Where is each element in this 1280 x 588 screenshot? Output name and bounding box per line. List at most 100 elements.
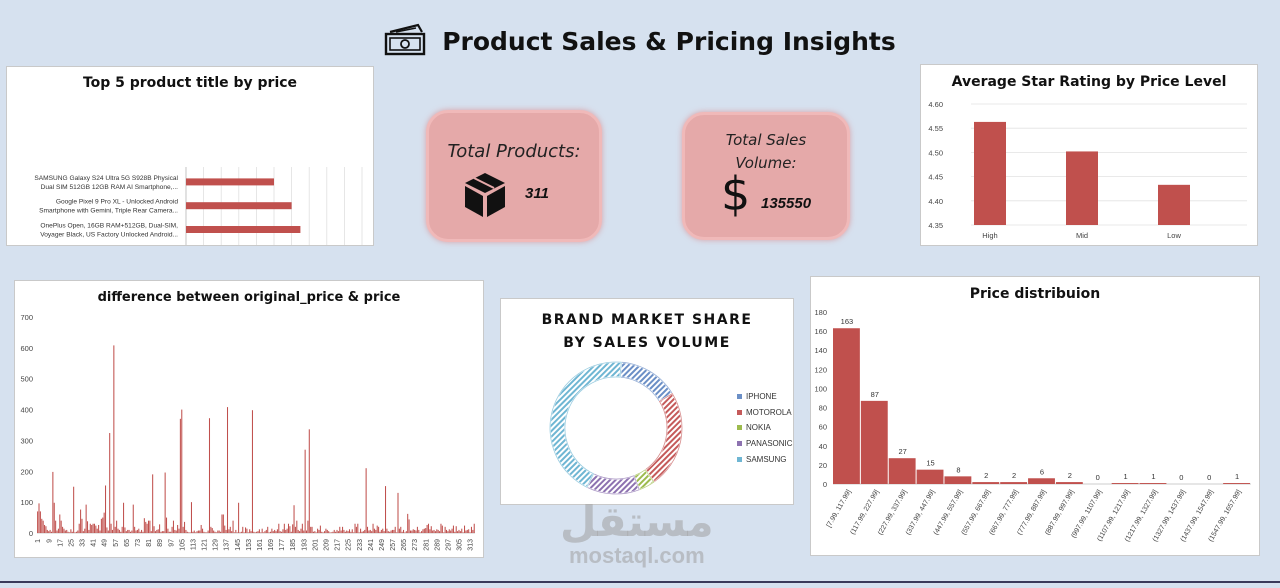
bar bbox=[340, 530, 342, 533]
bar bbox=[425, 528, 427, 533]
bar bbox=[469, 532, 471, 533]
y-tick-label: 500 bbox=[20, 375, 33, 384]
bar bbox=[386, 528, 388, 533]
bar bbox=[257, 531, 259, 533]
bar bbox=[408, 519, 410, 533]
bar bbox=[160, 531, 162, 533]
legend-item: PANASONIC bbox=[737, 439, 793, 448]
bar bbox=[232, 520, 234, 533]
x-tick-label: (337.99, 447.99] bbox=[905, 489, 937, 537]
bar bbox=[348, 529, 351, 533]
bar bbox=[312, 531, 314, 533]
bar bbox=[120, 531, 122, 533]
y-tick-label: 4.45 bbox=[928, 173, 943, 182]
bar bbox=[282, 529, 284, 533]
bar bbox=[1111, 483, 1139, 484]
bar bbox=[361, 531, 363, 533]
rating-chart: 4.35 4.40 4.45 4.50 4.55 4.60 High Mid Low bbox=[928, 100, 1247, 240]
bar bbox=[196, 531, 198, 533]
y-tick-label: 0 bbox=[29, 529, 33, 538]
bar bbox=[235, 529, 237, 533]
x-tick-label: Low bbox=[1167, 231, 1181, 240]
bar bbox=[333, 529, 335, 533]
bar bbox=[161, 531, 163, 533]
bar bbox=[445, 529, 448, 533]
bar bbox=[217, 530, 219, 533]
legend-item: NOKIA bbox=[737, 423, 771, 432]
legend-label: IPHONE bbox=[746, 392, 777, 401]
bar bbox=[409, 530, 411, 533]
x-tick-label: 225 bbox=[346, 539, 353, 551]
bar bbox=[73, 486, 75, 533]
y-tick-label: 100 bbox=[20, 498, 33, 507]
page-title: Product Sales & Pricing Insights bbox=[442, 27, 896, 56]
x-tick-label: (447.99, 557.99] bbox=[933, 489, 965, 537]
data-label: 27 bbox=[898, 447, 906, 456]
bar bbox=[77, 530, 79, 533]
bar bbox=[231, 531, 233, 533]
bar bbox=[465, 530, 467, 533]
bar bbox=[944, 476, 972, 484]
x-tick-label: 281 bbox=[423, 539, 430, 551]
legend-swatch bbox=[737, 441, 742, 447]
y-tick-label: 160 bbox=[814, 327, 827, 336]
y-tick-label: Dual SIM 512GB 12GB RAM AI Smartphone,..… bbox=[41, 184, 179, 191]
bar bbox=[202, 528, 204, 533]
bar bbox=[110, 523, 112, 533]
bar bbox=[289, 526, 291, 533]
bar bbox=[184, 521, 186, 533]
bar bbox=[145, 521, 147, 533]
bar bbox=[294, 526, 296, 533]
bar bbox=[278, 523, 280, 533]
legend-swatch bbox=[737, 394, 742, 399]
bar bbox=[318, 529, 320, 533]
bar bbox=[414, 529, 416, 533]
bar bbox=[263, 532, 265, 533]
bar bbox=[389, 531, 391, 533]
bar bbox=[52, 471, 54, 533]
bar bbox=[163, 531, 165, 533]
legend-label: SAMSUNG bbox=[746, 454, 787, 464]
bar bbox=[240, 531, 242, 533]
x-tick-label: 81 bbox=[146, 539, 153, 547]
bar bbox=[286, 528, 288, 533]
x-tick-label: (1547.99, 1657.99] bbox=[1208, 489, 1243, 543]
bar bbox=[310, 526, 312, 533]
bar bbox=[152, 474, 154, 533]
bar bbox=[385, 486, 387, 533]
bar bbox=[368, 530, 370, 533]
bar bbox=[325, 528, 327, 533]
y-tick-label: 300 bbox=[20, 436, 33, 445]
bar bbox=[401, 531, 403, 533]
bar bbox=[285, 529, 287, 533]
bar bbox=[127, 529, 129, 533]
bar bbox=[109, 433, 111, 533]
bar bbox=[429, 529, 431, 533]
bar bbox=[350, 531, 352, 533]
bar bbox=[329, 532, 331, 533]
bar bbox=[396, 532, 398, 533]
x-tick-label: 113 bbox=[190, 539, 197, 550]
bar bbox=[78, 523, 80, 533]
bar bbox=[391, 529, 393, 533]
bar bbox=[415, 530, 417, 533]
bar bbox=[470, 526, 472, 533]
bar bbox=[379, 531, 381, 533]
x-tick-label: 257 bbox=[390, 539, 397, 551]
bar bbox=[452, 525, 454, 533]
bar bbox=[143, 518, 145, 533]
bar bbox=[450, 530, 452, 533]
bar bbox=[332, 531, 334, 533]
bar bbox=[80, 509, 82, 533]
bar bbox=[242, 526, 244, 533]
bar bbox=[70, 529, 72, 533]
bar bbox=[188, 532, 190, 533]
bar bbox=[321, 531, 323, 533]
data-label: 8 bbox=[956, 465, 960, 474]
bar bbox=[403, 529, 405, 533]
bar bbox=[156, 529, 158, 533]
legend-item: SAMSUNG bbox=[737, 455, 786, 464]
y-tick-label: SAMSUNG Galaxy S24 Ultra 5G S928B Physic… bbox=[34, 175, 178, 182]
x-tick-label: 9 bbox=[46, 539, 53, 543]
bar bbox=[319, 525, 321, 533]
